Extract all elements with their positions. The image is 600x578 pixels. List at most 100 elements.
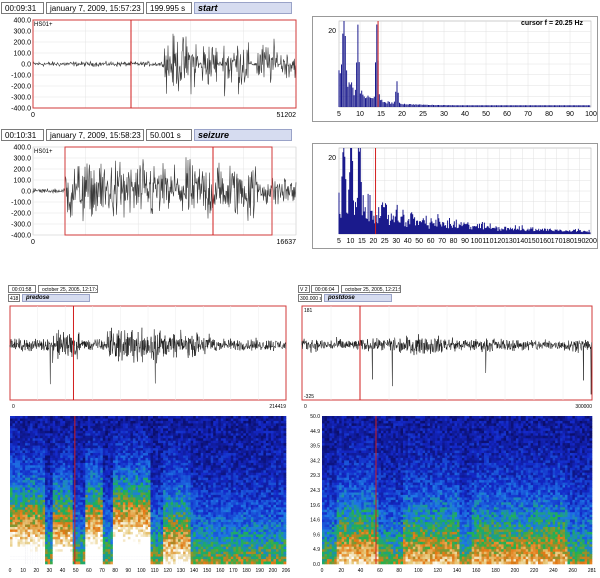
spectrogram-cell: [28, 446, 31, 449]
time-field[interactable]: 00:09:31: [1, 2, 44, 14]
spectrogram-cell: [171, 446, 174, 449]
spectrogram-cell: [35, 552, 38, 555]
segment-label[interactable]: start: [194, 2, 292, 14]
signal-plot[interactable]: 400.0300.0200.0100.00.0-100.0-200.0-300.…: [0, 16, 300, 122]
spectrogram-cell: [65, 532, 68, 535]
spectrogram-cell: [146, 456, 149, 459]
spectrogram-cell: [23, 421, 26, 424]
spectrogram-cell: [33, 530, 36, 533]
spectrogram-cell: [166, 537, 169, 540]
spectrogram-cell: [103, 562, 106, 565]
spectrogram-cell: [55, 552, 58, 555]
spectrogram-cell: [191, 458, 194, 461]
spectrogram-cell: [103, 443, 106, 446]
spectrogram-cell: [158, 532, 161, 535]
spectrogram-cell: [128, 416, 131, 419]
spectrogram-cell: [158, 419, 161, 422]
spectrogram-cell: [23, 463, 26, 466]
spectrogram-cell: [176, 493, 179, 496]
date-field[interactable]: january 7, 2009, 15:57:23: [46, 2, 144, 14]
spectrogram-cell: [80, 522, 83, 525]
spectrogram-cell: [50, 539, 53, 542]
spectrogram-cell: [30, 507, 33, 510]
spectrogram-cell: [10, 549, 13, 552]
spectrogram-cell: [58, 520, 61, 523]
spectrogram-cell: [70, 416, 73, 419]
spectrogram-cell: [85, 534, 88, 537]
spectrogram-cell: [146, 549, 149, 552]
spectrogram-cell: [178, 470, 181, 473]
x-tick-label: 30: [392, 238, 400, 245]
spectrogram-cell: [141, 525, 144, 528]
spectrogram-cell: [40, 554, 43, 557]
spectrogram-cell: [208, 552, 211, 555]
spectrogram-cell: [95, 512, 98, 515]
spectrogram-cell: [176, 502, 179, 505]
spectrogram-cell: [30, 549, 33, 552]
spectrogram-cell: [103, 423, 106, 426]
spectrogram-cell: [48, 456, 51, 459]
spectrogram-cell: [45, 520, 48, 523]
spectrogram-cell: [153, 443, 156, 446]
segment-label[interactable]: seizure: [194, 129, 292, 141]
spectrogram-cell: [103, 505, 106, 508]
spectrogram-cell: [63, 552, 66, 555]
spectrogram-cell: [78, 539, 81, 542]
spectrogram-cell: [25, 441, 28, 444]
spectrogram-cell: [33, 562, 36, 565]
spectrogram-cell: [33, 495, 36, 498]
spectrogram-cell: [83, 423, 86, 426]
spectrogram-cell: [33, 542, 36, 545]
spectrogram-cell: [136, 495, 139, 498]
spectrogram-cell: [115, 500, 118, 503]
spectrogram-cell: [90, 441, 93, 444]
spectrogram-cell: [83, 488, 86, 491]
x-tick-label: 30: [440, 111, 448, 118]
spectrogram-cell: [25, 419, 28, 422]
spectrogram-cell: [153, 419, 156, 422]
date-field[interactable]: january 7, 2009, 15:58:23: [46, 129, 144, 141]
spectrogram-cell: [33, 480, 36, 483]
spectrogram-cell: [151, 436, 154, 439]
signal-plot[interactable]: 400.0300.0200.0100.00.0-100.0-200.0-300.…: [0, 143, 300, 249]
spectrogram-cell: [93, 502, 96, 505]
spectrogram-cell: [120, 542, 123, 545]
segment-label[interactable]: predose: [22, 294, 90, 302]
spectrogram-cell: [95, 438, 98, 441]
duration-field[interactable]: 50.001 s: [146, 129, 192, 141]
spectrogram-cell: [198, 483, 201, 486]
spectrogram-cell: [63, 495, 66, 498]
spectrogram-cell: [83, 433, 86, 436]
spectrogram-cell: [176, 480, 179, 483]
spectrogram-cell: [183, 483, 186, 486]
time-field[interactable]: 00:10:31: [1, 129, 44, 141]
spectrogram-cell: [158, 493, 161, 496]
spectrogram-cell: [113, 416, 116, 419]
duration-field[interactable]: 418 s: [8, 294, 20, 302]
spectrogram-cell: [118, 436, 121, 439]
spectrogram-cell: [33, 544, 36, 547]
spectrogram-cell: [161, 458, 164, 461]
time-field[interactable]: 00:01:58: [8, 285, 36, 293]
spectrogram-cell: [193, 475, 196, 478]
spectrogram-cell: [105, 421, 108, 424]
spectrogram-cell: [128, 431, 131, 434]
spectrogram-cell: [60, 456, 63, 459]
spectrogram-cell: [80, 507, 83, 510]
spectrogram-cell: [30, 428, 33, 431]
date-field[interactable]: october 25, 2005, 12:17:48: [38, 285, 98, 293]
spectrogram-cell: [38, 468, 41, 471]
spectrogram-cell: [115, 428, 118, 431]
spectrogram-cell: [40, 443, 43, 446]
duration-field[interactable]: 199.995 s: [146, 2, 192, 14]
